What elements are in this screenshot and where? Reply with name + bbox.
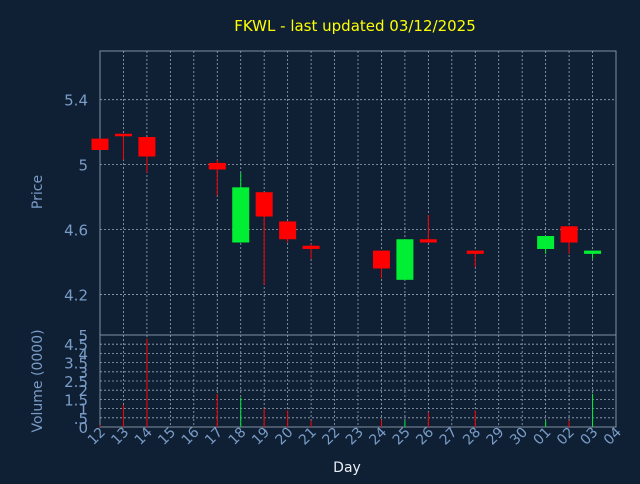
day-tick-label: 14 xyxy=(132,424,156,448)
day-tick-label: 13 xyxy=(108,425,132,449)
day-tick-label: 03 xyxy=(577,425,601,449)
candle-body xyxy=(466,250,484,254)
price-tick-label: 5.4 xyxy=(64,92,88,110)
volume-tick-label: 3.5 xyxy=(64,355,88,373)
price-tick-label: 4.2 xyxy=(64,286,88,304)
day-tick-label: 26 xyxy=(413,424,437,448)
day-tick-label: 24 xyxy=(366,424,390,448)
volume-tick-label: 5 xyxy=(78,327,88,345)
candle-body xyxy=(91,138,109,150)
volume-tick-label: 1 xyxy=(78,401,88,419)
volume-tick-label: 0 xyxy=(78,419,88,437)
candle-body xyxy=(396,239,414,280)
day-tick-label: 20 xyxy=(273,425,297,449)
day-tick-label: 01 xyxy=(531,425,555,449)
volume-panel: 0.511.522.533.544.55 12 13 14 15 16 17 18 19 20 21… xyxy=(64,327,625,448)
day-tick-label: 16 xyxy=(179,424,203,448)
candle-body xyxy=(584,250,602,254)
candle-body xyxy=(114,133,132,137)
candle-body xyxy=(419,239,437,243)
day-tick-label: 22 xyxy=(319,425,343,449)
candle-body xyxy=(279,221,297,240)
candle-body xyxy=(232,187,250,243)
price-axis-label: Price xyxy=(30,175,46,209)
candle-body xyxy=(537,236,555,249)
candle-body xyxy=(255,192,273,217)
day-tick-label: 12 xyxy=(85,425,109,449)
day-tick-label: 02 xyxy=(554,425,578,449)
day-axis-label: Day xyxy=(333,460,361,476)
day-tick-label: 15 xyxy=(155,425,179,449)
day-tick-label: 23 xyxy=(343,425,367,449)
day-tick-label: 17 xyxy=(202,425,226,449)
volume-axis-label: Volume (0000) xyxy=(30,329,46,432)
price-panel: 4.2 4.6 5 5.4 xyxy=(64,50,617,336)
volume-tick-label: .5 xyxy=(74,410,88,428)
price-tick-label: 5 xyxy=(78,157,88,175)
day-tick-label: 29 xyxy=(484,425,508,449)
day-tick-label: 18 xyxy=(226,425,250,449)
day-tick-label: 19 xyxy=(249,425,273,449)
candle-body xyxy=(138,137,156,157)
candle-body xyxy=(302,245,320,249)
chart-title: FKWL - last updated 03/12/2025 xyxy=(234,17,476,35)
day-tick-label: 21 xyxy=(296,425,320,449)
volume-tick-label: 4 xyxy=(78,345,88,363)
candle-body xyxy=(208,162,226,170)
day-tick-label: 30 xyxy=(507,425,531,449)
candle-body xyxy=(372,250,390,269)
volume-tick-label: 2.5 xyxy=(64,373,88,391)
day-tick-label: 04 xyxy=(601,424,625,448)
volume-tick-label: 4.5 xyxy=(64,336,88,354)
day-tick-label: 27 xyxy=(437,425,461,449)
price-tick-label: 4.6 xyxy=(64,222,88,240)
volume-tick-label: 3 xyxy=(78,364,88,382)
volume-tick-label: 2 xyxy=(78,382,88,400)
day-tick-label: 25 xyxy=(390,425,414,449)
day-tick-label: 28 xyxy=(460,425,484,449)
candle-body xyxy=(560,226,578,243)
volume-tick-label: 1.5 xyxy=(64,391,88,409)
